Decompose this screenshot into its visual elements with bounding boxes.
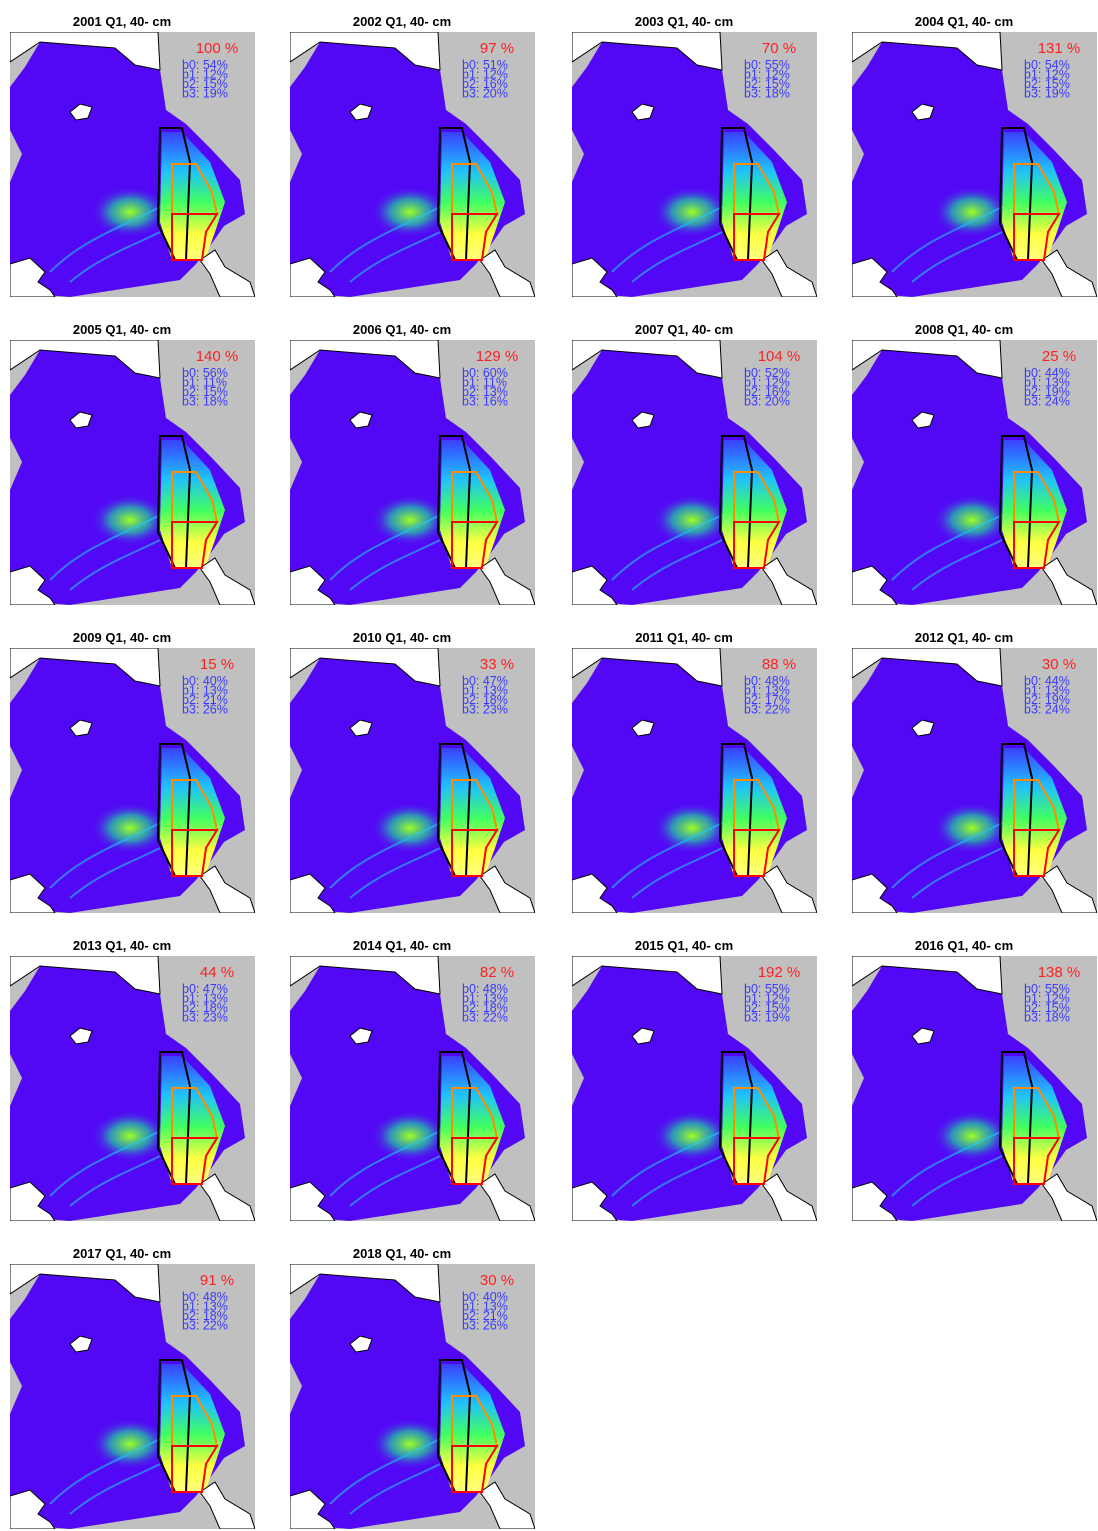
- percent-label: 104 %: [758, 348, 801, 365]
- percent-label: 88 %: [762, 656, 796, 673]
- panel-title: 2011 Q1, 40- cm: [635, 630, 733, 645]
- share-label: b3: 18%: [744, 87, 790, 101]
- percent-label: 30 %: [1042, 656, 1076, 673]
- panel-title: 2002 Q1, 40- cm: [353, 14, 451, 29]
- share-label: b3: 16%: [462, 395, 508, 409]
- panel-title: 2006 Q1, 40- cm: [353, 322, 451, 337]
- panel-title: 2005 Q1, 40- cm: [73, 322, 171, 337]
- panel-title: 2009 Q1, 40- cm: [73, 630, 171, 645]
- panel-title: 2008 Q1, 40- cm: [915, 322, 1013, 337]
- panel-title: 2003 Q1, 40- cm: [635, 14, 733, 29]
- map-panel: 2016 Q1, 40- cm138 %b0: 55%b1: 12%b2: 15…: [852, 938, 1097, 1221]
- page: html, body { margin: 0; padding: 0; back…: [0, 0, 1098, 1531]
- share-label: b3: 24%: [1024, 703, 1070, 717]
- panel-title: 2013 Q1, 40- cm: [73, 938, 171, 953]
- panel-title: 2015 Q1, 40- cm: [635, 938, 733, 953]
- share-label: b3: 18%: [182, 395, 228, 409]
- percent-label: 70 %: [762, 40, 796, 57]
- percent-label: 82 %: [480, 964, 514, 981]
- percent-label: 100 %: [196, 40, 239, 57]
- percent-label: 30 %: [480, 1272, 514, 1289]
- share-label: b3: 26%: [182, 703, 228, 717]
- percent-label: 138 %: [1038, 964, 1081, 981]
- map-panel: 2015 Q1, 40- cm192 %b0: 55%b1: 12%b2: 15…: [572, 938, 817, 1221]
- percent-label: 129 %: [476, 348, 519, 365]
- percent-label: 192 %: [758, 964, 801, 981]
- percent-label: 33 %: [480, 656, 514, 673]
- percent-label: 97 %: [480, 40, 514, 57]
- panel-grid: 2001 Q1, 40- cm100 %b0: 54%b1: 12%b2: 15…: [0, 0, 1098, 1531]
- share-label: b3: 22%: [182, 1319, 228, 1333]
- panel-title: 2007 Q1, 40- cm: [635, 322, 733, 337]
- percent-label: 140 %: [196, 348, 239, 365]
- map-panel: 2014 Q1, 40- cm82 %b0: 48%b1: 13%b2: 18%…: [290, 938, 535, 1221]
- percent-label: 15 %: [200, 656, 234, 673]
- panel-title: 2012 Q1, 40- cm: [915, 630, 1013, 645]
- panel-title: 2001 Q1, 40- cm: [73, 14, 171, 29]
- share-label: b3: 24%: [1024, 395, 1070, 409]
- share-label: b3: 23%: [462, 703, 508, 717]
- panel-title: 2016 Q1, 40- cm: [915, 938, 1013, 953]
- percent-label: 44 %: [200, 964, 234, 981]
- share-label: b3: 22%: [462, 1011, 508, 1025]
- map-panel: 2002 Q1, 40- cm97 %b0: 51%b1: 12%b2: 16%…: [290, 14, 535, 297]
- share-label: b3: 19%: [182, 87, 228, 101]
- share-label: b3: 19%: [1024, 87, 1070, 101]
- percent-label: 25 %: [1042, 348, 1076, 365]
- share-label: b3: 23%: [182, 1011, 228, 1025]
- percent-label: 131 %: [1038, 40, 1081, 57]
- share-label: b3: 20%: [744, 395, 790, 409]
- percent-label: 91 %: [200, 1272, 234, 1289]
- share-label: b3: 26%: [462, 1319, 508, 1333]
- panel-title: 2017 Q1, 40- cm: [73, 1246, 171, 1261]
- panel-title: 2004 Q1, 40- cm: [915, 14, 1013, 29]
- share-label: b3: 18%: [1024, 1011, 1070, 1025]
- panel-title: 2010 Q1, 40- cm: [353, 630, 451, 645]
- panel-title: 2018 Q1, 40- cm: [353, 1246, 451, 1261]
- share-label: b3: 20%: [462, 87, 508, 101]
- panel-title: 2014 Q1, 40- cm: [353, 938, 451, 953]
- body: {"panels": [ {"title": "2001 Q1, 40- cm"…: [0, 0, 1098, 1531]
- share-label: b3: 22%: [744, 703, 790, 717]
- share-label: b3: 19%: [744, 1011, 790, 1025]
